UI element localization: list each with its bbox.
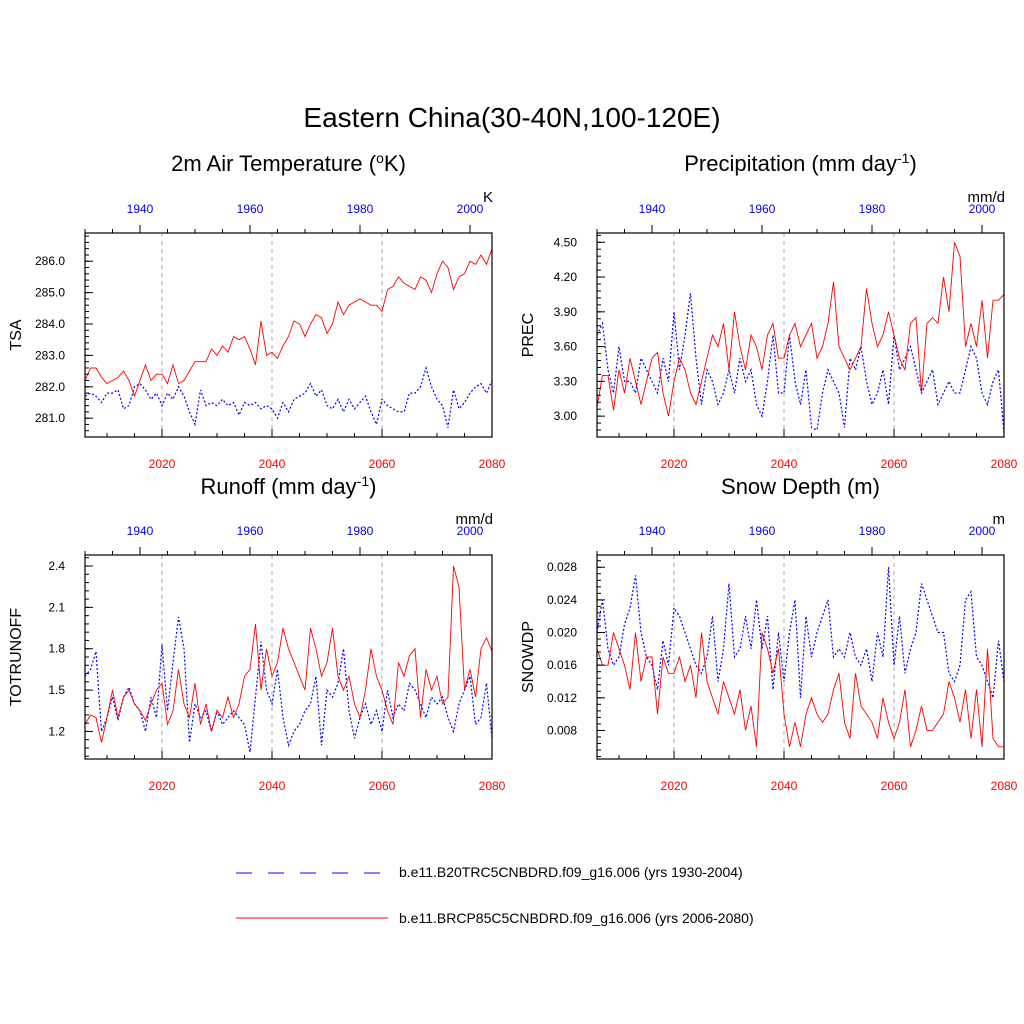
x-top-tick-label: 1940 xyxy=(127,202,154,216)
series-historical-line xyxy=(84,616,493,753)
panels-container: 2m Air Temperature (oK) 2020 2040 2060 2080 1… xyxy=(8,150,1018,793)
series-future-line xyxy=(84,565,493,743)
series-historical-line xyxy=(596,293,1005,433)
x-top-tick-label: 1980 xyxy=(347,202,374,216)
x-top-tick-label: 1940 xyxy=(127,524,154,538)
x-bottom-tick-label: 2060 xyxy=(881,457,908,471)
x-bottom-tick-label: 2040 xyxy=(771,779,798,793)
x-bottom-tick-label: 2020 xyxy=(149,779,176,793)
chart-runoff: Runoff (mm day-1) 2020 2040 2060 2080 1940 196… xyxy=(8,473,506,793)
y-tick-label: 282.0 xyxy=(35,380,65,394)
x-bottom-tick-label: 2080 xyxy=(991,779,1018,793)
x-bottom-tick-label: 2080 xyxy=(479,779,506,793)
x-top-tick-label: 2000 xyxy=(457,202,484,216)
y-tick-label: 283.0 xyxy=(35,348,65,362)
series-future-line xyxy=(596,242,1005,417)
x-top-tick-label: 1980 xyxy=(859,202,886,216)
x-bottom-tick-label: 2060 xyxy=(369,457,396,471)
y-axis-label: TSA xyxy=(8,319,25,350)
y-tick-label: 0.020 xyxy=(547,626,577,640)
legend: b.e11.B20TRC5CNBDRD.f09_g16.006 (yrs 193… xyxy=(236,864,754,926)
y-axis-label: SNOWDP xyxy=(520,621,537,693)
series-historical-line xyxy=(84,365,493,428)
y-tick-label: 281.0 xyxy=(35,411,65,425)
y-tick-label: 1.8 xyxy=(48,642,65,656)
chart-prec: Precipitation (mm day-1) 2020 2040 2060 2080… xyxy=(520,150,1018,471)
x-top-tick-label: 2000 xyxy=(457,524,484,538)
x-bottom-tick-label: 2020 xyxy=(149,457,176,471)
x-bottom-tick-label: 2080 xyxy=(991,457,1018,471)
x-bottom-tick-label: 2060 xyxy=(369,779,396,793)
x-bottom-tick-label: 2020 xyxy=(661,457,688,471)
units-label: K xyxy=(483,189,493,206)
x-top-tick-label: 1980 xyxy=(859,524,886,538)
y-tick-label: 2.1 xyxy=(48,600,65,614)
x-top-tick-label: 2000 xyxy=(969,524,996,538)
y-tick-label: 4.50 xyxy=(554,235,578,249)
y-tick-label: 4.20 xyxy=(554,270,578,284)
units-label: mm/d xyxy=(968,189,1006,206)
x-bottom-tick-label: 2080 xyxy=(479,457,506,471)
y-tick-label: 3.00 xyxy=(554,409,578,423)
y-tick-label: 0.012 xyxy=(547,691,577,705)
y-tick-label: 286.0 xyxy=(35,254,65,268)
figure-title: Eastern China(30-40N,100-120E) xyxy=(303,102,720,133)
y-tick-label: 1.5 xyxy=(48,683,65,697)
x-top-tick-label: 2000 xyxy=(969,202,996,216)
plot-frame xyxy=(596,554,1005,760)
chart-title: 2m Air Temperature (oK) xyxy=(171,150,406,176)
y-tick-label: 1.2 xyxy=(48,724,65,738)
x-top-tick-label: 1960 xyxy=(749,202,776,216)
x-bottom-tick-label: 2040 xyxy=(771,457,798,471)
x-top-tick-label: 1960 xyxy=(237,524,264,538)
x-top-tick-label: 1980 xyxy=(347,524,374,538)
series-future-line xyxy=(596,632,1004,748)
y-axis-label: TOTRUNOFF xyxy=(8,608,25,707)
y-axis-label: PREC xyxy=(520,313,537,357)
series-future-line xyxy=(84,248,493,398)
x-top-tick-label: 1940 xyxy=(639,524,666,538)
y-tick-label: 3.60 xyxy=(554,340,578,354)
y-tick-label: 2.4 xyxy=(48,559,65,573)
x-bottom-tick-label: 2040 xyxy=(259,779,286,793)
series-historical-line xyxy=(596,567,1005,698)
x-bottom-tick-label: 2060 xyxy=(881,779,908,793)
x-bottom-tick-label: 2040 xyxy=(259,457,286,471)
legend-historical-label: b.e11.B20TRC5CNBDRD.f09_g16.006 (yrs 193… xyxy=(399,864,743,880)
x-top-tick-label: 1960 xyxy=(237,202,264,216)
chart-tsa: 2m Air Temperature (oK) 2020 2040 2060 2080 1… xyxy=(8,150,506,471)
chart-title: Snow Depth (m) xyxy=(721,474,880,499)
chart-title: Precipitation (mm day-1) xyxy=(684,150,917,176)
y-tick-label: 3.90 xyxy=(554,305,578,319)
y-tick-label: 285.0 xyxy=(35,286,65,300)
x-top-tick-label: 1940 xyxy=(639,202,666,216)
legend-future-label: b.e11.BRCP85C5CNBDRD.f09_g16.006 (yrs 20… xyxy=(399,910,754,926)
chart-snowdp: Snow Depth (m) 2020 2040 2060 2080 1940 1960 19… xyxy=(520,474,1018,793)
x-bottom-tick-label: 2020 xyxy=(661,779,688,793)
plot-frame xyxy=(84,232,493,438)
y-tick-label: 0.024 xyxy=(547,593,577,607)
y-tick-label: 3.30 xyxy=(554,374,578,388)
y-tick-label: 0.016 xyxy=(547,658,577,672)
y-tick-label: 0.028 xyxy=(547,560,577,574)
units-label: m xyxy=(993,511,1006,528)
plot-frame xyxy=(596,232,1005,438)
units-label: mm/d xyxy=(456,511,494,528)
y-tick-label: 0.008 xyxy=(547,723,577,737)
chart-title: Runoff (mm day-1) xyxy=(201,473,377,499)
y-tick-label: 284.0 xyxy=(35,317,65,331)
x-top-tick-label: 1960 xyxy=(749,524,776,538)
